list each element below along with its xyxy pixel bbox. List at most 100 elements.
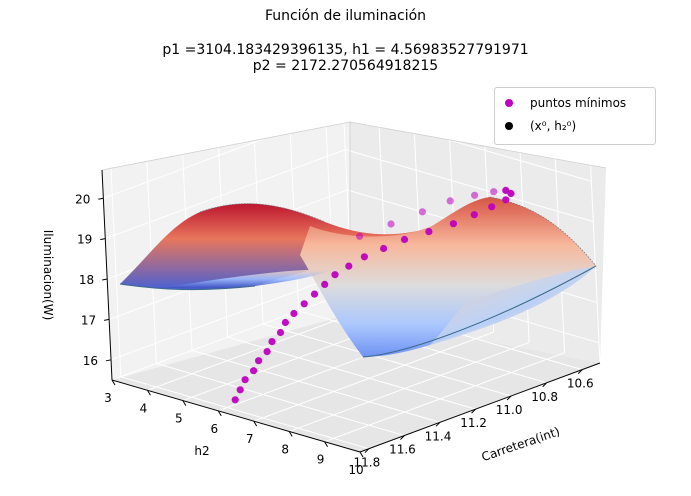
minimum-point	[290, 309, 298, 318]
legend-marker-black	[505, 122, 513, 130]
z-axis-line	[101, 169, 113, 381]
z-tick-label: 19	[77, 233, 92, 247]
minimum-point	[236, 386, 244, 394]
y-tick	[577, 369, 583, 374]
grid-line-y	[120, 376, 370, 450]
grid-line-y-wall	[110, 166, 122, 377]
legend-label-start-point: (x⁰, h₂⁰)	[530, 119, 577, 133]
illumination-surface	[119, 196, 597, 358]
minimum-point	[300, 300, 308, 308]
legend: puntos mínimos (x⁰, h₂⁰)	[494, 87, 656, 145]
y-tick	[471, 408, 476, 414]
tick-marks	[98, 197, 583, 458]
y-tick-label: 11.6	[389, 443, 416, 457]
minimum-point	[250, 367, 258, 375]
z-tick	[98, 197, 104, 200]
legend-marker-magenta	[505, 99, 513, 107]
y-tick-label: 10.6	[567, 377, 594, 391]
minimum-point	[268, 338, 276, 346]
x-tick	[253, 420, 258, 427]
z-tick-label: 16	[83, 354, 98, 368]
grid-line-z-right	[345, 149, 594, 223]
x-tick-label: 9	[317, 453, 325, 467]
x-tick-label: 10	[348, 463, 363, 477]
axes	[101, 169, 601, 453]
x-tick-label: 7	[246, 432, 254, 446]
surface-right-sheet	[430, 266, 596, 345]
y-tick-label: 11.0	[496, 403, 523, 417]
x-axis-label: h2	[194, 444, 209, 458]
grid-line-z	[110, 270, 352, 361]
grid-line-x	[253, 331, 494, 422]
grid-line-z-right	[343, 108, 592, 182]
y-tick	[400, 435, 405, 440]
minimum-point	[446, 197, 454, 205]
grid-line-x-wall	[589, 152, 601, 364]
grid-line-x	[111, 290, 353, 381]
z-tick-label: 20	[75, 192, 90, 206]
minimum-point	[488, 203, 496, 211]
minimum-points	[231, 186, 515, 404]
legend-item-start-point: (x⁰, h₂⁰)	[505, 117, 576, 135]
minimum-point	[360, 253, 368, 261]
grid-line-z	[103, 108, 344, 199]
x-tick-label: 4	[140, 401, 148, 415]
minimum-point	[471, 191, 479, 199]
x-tick	[324, 441, 329, 447]
z-axis-label: Iluminacion(W)	[41, 230, 55, 321]
x-tick	[111, 379, 116, 386]
x-tick	[182, 400, 187, 406]
minimum-point	[241, 376, 249, 384]
minimum-point	[380, 244, 388, 253]
minimum-point	[387, 220, 395, 228]
minimum-point	[502, 186, 510, 194]
z-tick-label: 18	[79, 273, 94, 287]
legend-item-minimum-points: puntos mínimos	[505, 94, 626, 112]
grid-line-y	[262, 323, 512, 397]
minimum-point	[321, 280, 329, 288]
minimum-point	[231, 396, 239, 404]
minimum-point	[425, 228, 433, 236]
y-axis-label: Carretera(int)	[480, 424, 562, 464]
minimum-point	[356, 232, 364, 240]
x-tick-label: 6	[210, 422, 218, 436]
minimum-point	[310, 290, 319, 298]
x-tick-label: 3	[104, 391, 112, 405]
minimum-point	[331, 271, 339, 279]
minimum-point	[502, 196, 510, 204]
z-tick	[105, 359, 112, 362]
grid-line-y	[191, 349, 441, 423]
minimum-point	[263, 348, 271, 356]
x-tick-label: 5	[175, 412, 183, 426]
y-tick-label: 11.8	[354, 456, 381, 470]
y-tick-label: 10.8	[531, 390, 558, 404]
minimum-point	[507, 189, 515, 198]
surface-front-sheet	[300, 197, 596, 357]
legend-label-minimum-points: puntos mínimos	[530, 96, 627, 110]
chart-subtitle-line-1: p1 =3104.183429396135, h1 = 4.5698352779…	[162, 42, 529, 58]
minimum-point	[276, 328, 285, 337]
y-tick	[542, 382, 548, 388]
surface-left-sheet	[120, 269, 330, 289]
y-tick	[506, 395, 512, 401]
minimum-point	[490, 188, 498, 196]
surface-edge-front	[119, 265, 597, 358]
z-tick	[100, 238, 106, 241]
x-tick	[288, 431, 293, 437]
z-tick	[104, 318, 110, 321]
chart-title: Función de iluminación	[264, 8, 427, 24]
grid-line-x	[324, 352, 565, 443]
y-tick	[435, 421, 441, 427]
grid-line-z	[105, 149, 346, 240]
z-tick-label: 17	[81, 313, 96, 327]
x-tick	[359, 451, 364, 458]
y-tick-label: 11.2	[460, 416, 487, 430]
grid-line-y	[156, 363, 405, 436]
x-axis-line	[111, 379, 361, 453]
minimum-point	[470, 211, 478, 219]
chart-subtitle-line-2: p2 = 2172.270564918215	[252, 58, 439, 74]
x-tick	[146, 390, 151, 396]
x-tick	[217, 410, 222, 417]
